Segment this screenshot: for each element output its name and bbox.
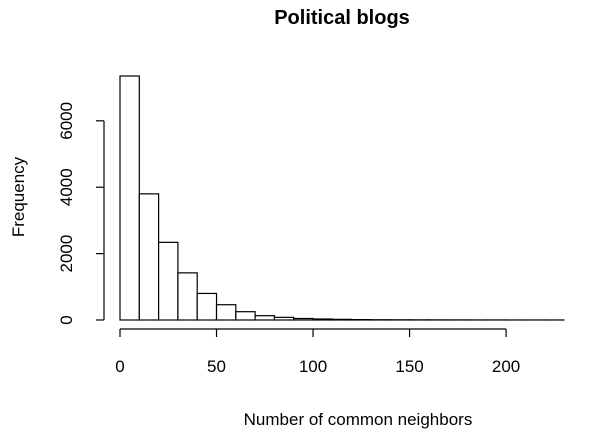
histogram-bar	[177, 272, 198, 321]
histogram-bar	[331, 318, 353, 321]
x-axis: 0 50 100 150 200	[115, 328, 520, 376]
histogram-bar	[119, 75, 140, 321]
bars-group	[119, 75, 565, 321]
x-tick-label: 0	[115, 357, 124, 376]
y-tick-label: 6000	[57, 102, 76, 140]
x-tick-label: 50	[207, 357, 226, 376]
x-tick-label: 200	[492, 357, 520, 376]
chart-title: Political blogs	[274, 7, 410, 29]
y-tick-label: 4000	[57, 168, 76, 206]
histogram-bar	[312, 318, 333, 321]
x-axis-label: Number of common neighbors	[244, 410, 473, 429]
x-tick-label: 100	[299, 357, 327, 376]
y-tick-label: 0	[57, 315, 76, 324]
histogram-bar	[273, 316, 295, 321]
y-axis-label: Frequency	[9, 156, 28, 237]
y-tick-label: 2000	[57, 235, 76, 273]
histogram-bar	[138, 193, 160, 321]
histogram-bar	[235, 311, 256, 321]
histogram-bar	[196, 292, 218, 321]
x-tick-label: 150	[395, 357, 423, 376]
histogram-bar	[254, 315, 276, 321]
y-axis: 0 2000 4000 6000	[57, 102, 105, 325]
histogram-bar	[215, 304, 237, 321]
histogram-bar	[158, 241, 179, 321]
histogram-bar	[293, 317, 314, 321]
